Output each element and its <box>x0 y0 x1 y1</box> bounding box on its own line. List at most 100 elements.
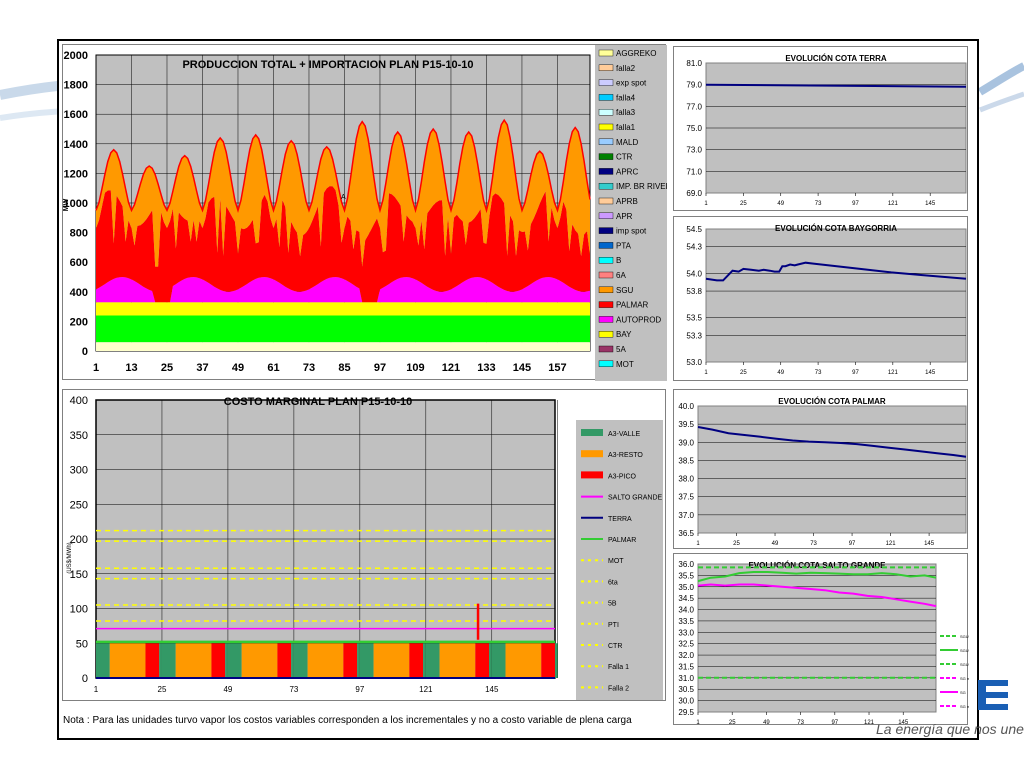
marginal-cost-chart: 0 50 100 150 200 250 300 350 400 1 25 49 73 97 121 145 C… <box>67 395 663 700</box>
legend-label: TERRA <box>608 516 632 523</box>
bar-a3-resto <box>241 643 278 678</box>
legend-label: SGU <box>616 286 634 295</box>
bar-a3-pico <box>541 643 555 678</box>
legend-label: falla2 <box>616 64 636 73</box>
legend-label: APRC <box>616 167 638 176</box>
total-line <box>95 118 591 214</box>
legend-swatch <box>598 360 614 367</box>
legend-label: BAY <box>616 330 632 339</box>
legend-swatch <box>581 471 603 479</box>
x-tick-label: 145 <box>925 370 936 376</box>
legend-label: falla1 <box>616 123 636 132</box>
y-tick-label: 69.0 <box>686 189 702 198</box>
bar-a3-valle <box>293 643 308 678</box>
legend-label: imp spot <box>616 227 647 236</box>
legend-label: Falla 2 <box>608 685 629 692</box>
y-axis-label: (US$/MWh) <box>67 542 73 573</box>
series-line-level <box>697 426 967 458</box>
legend-label: AUTOPROD <box>616 315 661 324</box>
y-tick-label: 0 <box>82 673 88 685</box>
legend-label: falla4 <box>616 93 636 102</box>
x-tick-label: 121 <box>442 362 460 374</box>
x-tick-label: 49 <box>772 541 779 547</box>
salto-grande-chart: EVOLUCIÓN COTA SALTO GRANDE 29.5 30.0 30.5 3… <box>678 560 977 726</box>
y-tick-label: 350 <box>70 430 88 442</box>
x-tick-label: 145 <box>513 362 531 374</box>
x-tick-label: 25 <box>733 541 740 547</box>
salto-grande-panel: EVOLUCIÓN COTA SALTO GRANDE 29.5 30.0 30.5 3… <box>673 553 977 726</box>
series-line-sga <box>697 583 937 608</box>
x-tick-label: 121 <box>886 541 897 547</box>
bar-a3-resto <box>175 643 212 678</box>
x-tick-label: 109 <box>406 362 424 374</box>
x-tick-label: 49 <box>232 362 244 374</box>
chart-title: EVOLUCIÓN COTA PALMAR <box>778 397 886 406</box>
legend-swatch <box>598 168 614 175</box>
y-tick-label: 0 <box>82 346 88 358</box>
y-tick-label: 300 <box>70 465 88 477</box>
chart-title: COSTO MARGINAL PLAN P15-10-10 <box>224 396 412 408</box>
x-tick-label: 97 <box>852 201 859 207</box>
y-tick-label: 79.0 <box>686 81 702 90</box>
legend-swatch <box>598 301 614 308</box>
annotation-label: A <box>341 194 346 201</box>
y-tick-label: 81.0 <box>686 59 702 68</box>
footnote: Nota : Para las unidades turvo vapor los… <box>63 715 632 726</box>
x-tick-label: 73 <box>289 685 298 694</box>
y-tick-label: 250 <box>70 499 88 511</box>
legend-swatch <box>598 123 614 131</box>
bar-a3-valle <box>159 643 162 678</box>
legend-label: falla3 <box>616 108 636 117</box>
x-tick-label: 73 <box>815 201 822 207</box>
legend-swatch <box>598 108 614 116</box>
legend-label: 5A <box>616 345 626 354</box>
legend-label: PTA <box>616 241 632 250</box>
x-tick-label: 121 <box>419 685 433 694</box>
area-autoprod <box>96 277 590 303</box>
terra-chart: EVOLUCIÓN COTA TERRA 69.0 71.0 73.0 75.0 77.0… <box>686 54 967 207</box>
x-tick-label: 25 <box>740 201 747 207</box>
y-tick-label: 39.0 <box>678 438 694 447</box>
chart-title: EVOLUCIÓN COTA TERRA <box>785 54 887 63</box>
plot-area <box>705 228 967 363</box>
y-tick-label: 75.0 <box>686 124 702 133</box>
legend-label: exp spot <box>616 79 647 88</box>
y-tick-label: 54.3 <box>686 243 702 252</box>
y-tick-label: 77.0 <box>686 102 702 111</box>
legend-swatch <box>598 182 614 190</box>
bar-a3-valle <box>227 643 242 678</box>
chart-title: EVOLUCIÓN COTA SALTO GRANDE <box>748 561 886 570</box>
y-tick-label: 35.5 <box>678 571 694 580</box>
marginal-cost-panel: 0 50 100 150 200 250 300 350 400 1 25 49 73 97 121 145 C… <box>62 389 666 701</box>
legend-label: MOT <box>608 558 624 565</box>
y-tick-label: 53.8 <box>686 287 702 296</box>
x-tick-label: 97 <box>849 541 856 547</box>
x-tick-label: 157 <box>548 362 566 374</box>
x-tick-label: 13 <box>125 362 137 374</box>
x-tick-label: 97 <box>852 370 859 376</box>
x-tick-label: 25 <box>158 685 167 694</box>
x-tick-label: 37 <box>196 362 208 374</box>
area-palmar <box>96 186 590 303</box>
y-tick-label: 150 <box>70 569 88 581</box>
x-tick-label: 49 <box>777 370 784 376</box>
legend-swatch <box>598 138 614 146</box>
bar-a3-resto <box>307 643 344 678</box>
x-tick-label: 121 <box>888 370 899 376</box>
terra-panel: EVOLUCIÓN COTA TERRA 69.0 71.0 73.0 75.0 77.0… <box>673 46 968 211</box>
x-tick-label: 97 <box>374 362 386 374</box>
bar-a3-valle <box>423 643 426 678</box>
y-tick-label: 800 <box>70 228 88 240</box>
plot-area <box>697 405 967 534</box>
legend-label: IMP. BR RIVERA <box>616 182 667 191</box>
x-tick-label: 145 <box>898 720 909 726</box>
x-tick-label: 61 <box>267 362 279 374</box>
x-tick-label: 97 <box>355 685 364 694</box>
y-tick-label: 50 <box>76 638 88 650</box>
chart-title: EVOLUCIÓN COTA BAYGORRIA <box>775 224 897 233</box>
bar-a3-resto <box>505 643 542 678</box>
x-tick-label: 73 <box>797 720 804 726</box>
legend-swatch <box>598 345 614 353</box>
legend-label: Falla 1 <box>608 664 629 671</box>
x-tick-label: 1 <box>696 541 700 547</box>
